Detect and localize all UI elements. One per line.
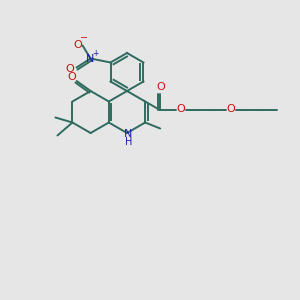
Text: N: N <box>86 53 95 64</box>
Text: O: O <box>176 104 185 114</box>
Text: O: O <box>65 64 74 74</box>
Text: −: − <box>80 34 88 44</box>
Text: O: O <box>73 40 82 50</box>
Text: N: N <box>124 129 132 139</box>
Text: O: O <box>226 104 235 114</box>
Text: O: O <box>67 72 76 82</box>
Text: H: H <box>125 137 133 147</box>
Text: O: O <box>157 82 165 92</box>
Text: +: + <box>92 49 99 58</box>
